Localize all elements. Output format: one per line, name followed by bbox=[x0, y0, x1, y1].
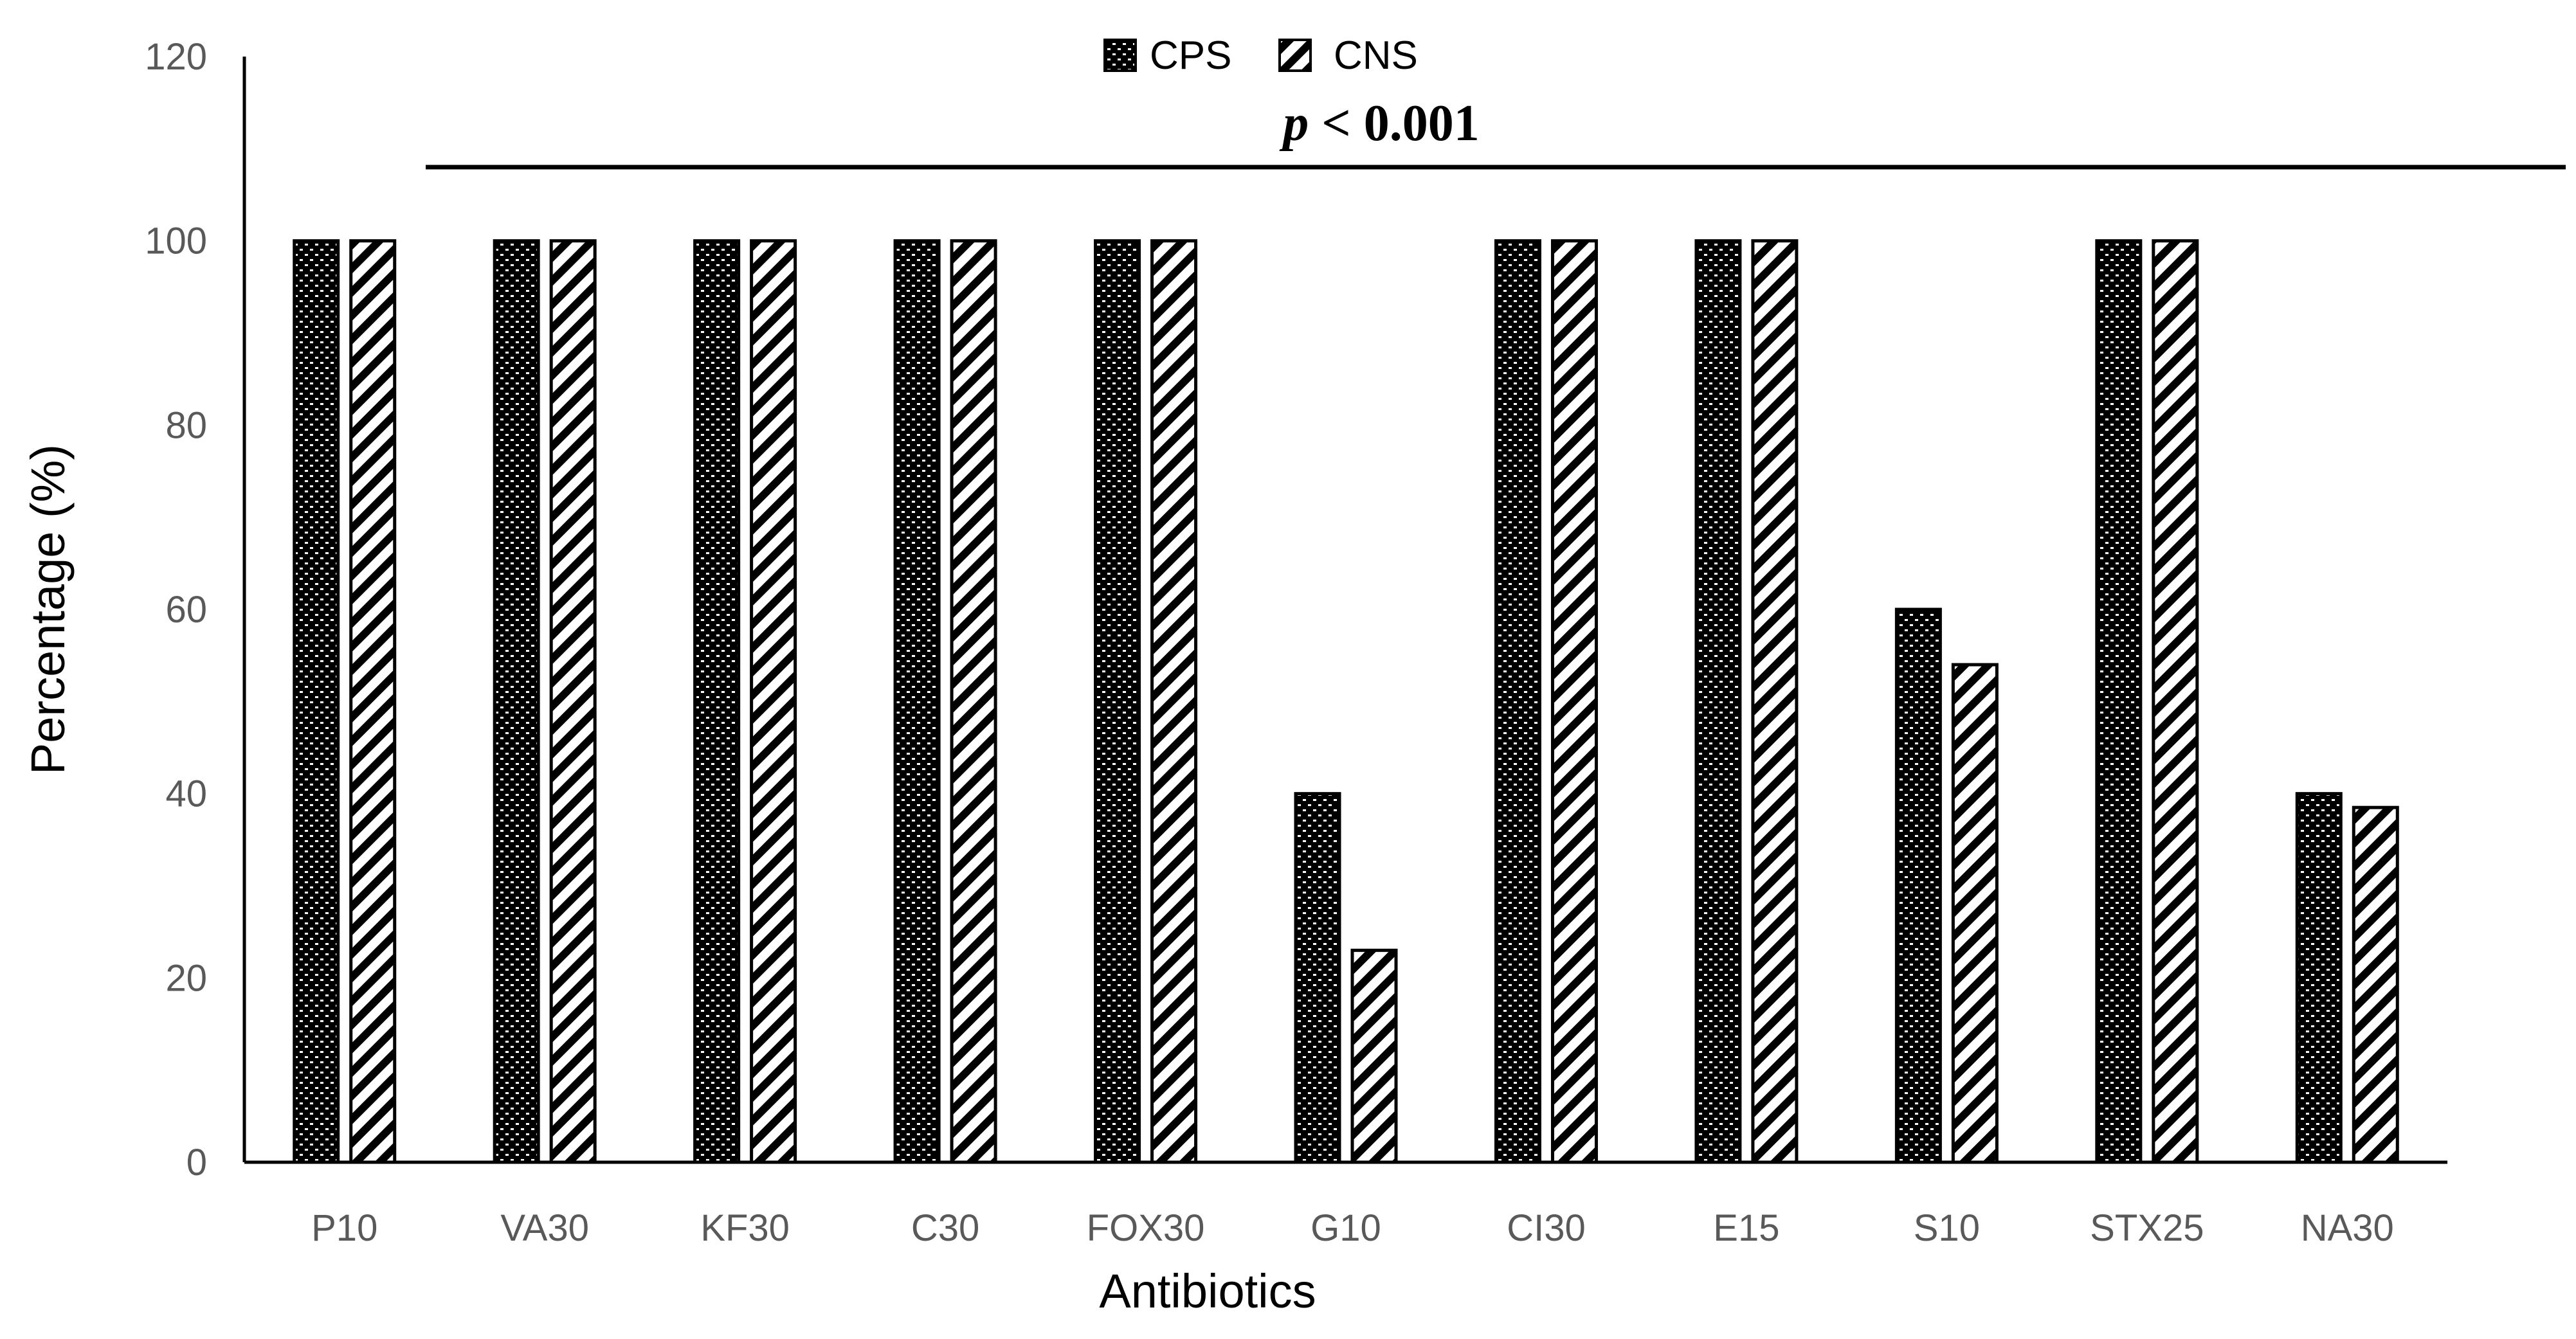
y-axis-title: Percentage (%) bbox=[21, 444, 75, 775]
bar-cps-c30 bbox=[893, 239, 941, 1164]
bar-cns-va30 bbox=[549, 239, 597, 1164]
bar-cns-ci30 bbox=[1550, 239, 1598, 1164]
bar-cns-s10 bbox=[1951, 663, 1999, 1164]
legend-swatch-cps bbox=[1103, 39, 1137, 72]
bar-cps-s10 bbox=[1894, 607, 1942, 1164]
bar-cps-na30 bbox=[2295, 792, 2343, 1164]
bar-cns-e15 bbox=[1751, 239, 1799, 1164]
bar-cps-fox30 bbox=[1094, 239, 1141, 1164]
x-tick-label-p10: P10 bbox=[311, 1207, 377, 1249]
y-tick-label: 120 bbox=[145, 36, 207, 78]
bar-cps-ci30 bbox=[1494, 239, 1541, 1164]
bar-cps-p10 bbox=[293, 239, 340, 1164]
bar-cns-p10 bbox=[349, 239, 397, 1164]
bar-cns-g10 bbox=[1350, 948, 1398, 1164]
legend-label-cps: CPS bbox=[1150, 33, 1231, 78]
y-tick-label: 20 bbox=[165, 957, 207, 999]
y-tick-label: 40 bbox=[165, 773, 207, 815]
bar-cps-e15 bbox=[1694, 239, 1742, 1164]
legend-label-cns: CNS bbox=[1334, 33, 1418, 78]
y-tick-label: 60 bbox=[165, 589, 207, 631]
y-tick-label: 0 bbox=[186, 1142, 207, 1183]
bar-cns-stx25 bbox=[2152, 239, 2199, 1164]
bar-cns-c30 bbox=[950, 239, 997, 1164]
bar-cps-stx25 bbox=[2095, 239, 2143, 1164]
x-axis-title: Antibiotics bbox=[1099, 1264, 1316, 1318]
x-tick-label-stx25: STX25 bbox=[2090, 1207, 2204, 1249]
x-tick-label-s10: S10 bbox=[1914, 1207, 1980, 1249]
y-tick-label: 80 bbox=[165, 404, 207, 446]
bar-cps-g10 bbox=[1294, 792, 1341, 1164]
x-axis-tick-labels: P10 VA30 KF30 C30 FOX30 G10 CI30 E15 S10 STX25 NA3… bbox=[311, 1207, 2394, 1249]
y-tick-label: 100 bbox=[145, 220, 207, 262]
bars-group bbox=[293, 239, 2399, 1164]
x-tick-label-ci30: CI30 bbox=[1507, 1207, 1586, 1249]
bar-cns-kf30 bbox=[750, 239, 797, 1164]
legend-swatch-cns bbox=[1278, 39, 1312, 72]
x-tick-label-e15: E15 bbox=[1713, 1207, 1779, 1249]
bar-cps-va30 bbox=[493, 239, 540, 1164]
x-tick-label-na30: NA30 bbox=[2301, 1207, 2394, 1249]
x-tick-label-g10: G10 bbox=[1311, 1207, 1381, 1249]
x-tick-label-va30: VA30 bbox=[500, 1207, 589, 1249]
legend: CPS CNS bbox=[1103, 33, 1418, 78]
x-tick-label-kf30: KF30 bbox=[700, 1207, 790, 1249]
bar-cps-kf30 bbox=[693, 239, 741, 1164]
bar-cns-na30 bbox=[2352, 805, 2399, 1164]
bar-cns-fox30 bbox=[1150, 239, 1198, 1164]
x-tick-label-c30: C30 bbox=[911, 1207, 979, 1249]
x-tick-label-fox30: FOX30 bbox=[1087, 1207, 1205, 1249]
significance-annotation: p < 0.001 bbox=[1279, 95, 1480, 152]
y-axis-tick-labels: 0 20 40 60 80 100 120 bbox=[145, 36, 207, 1183]
